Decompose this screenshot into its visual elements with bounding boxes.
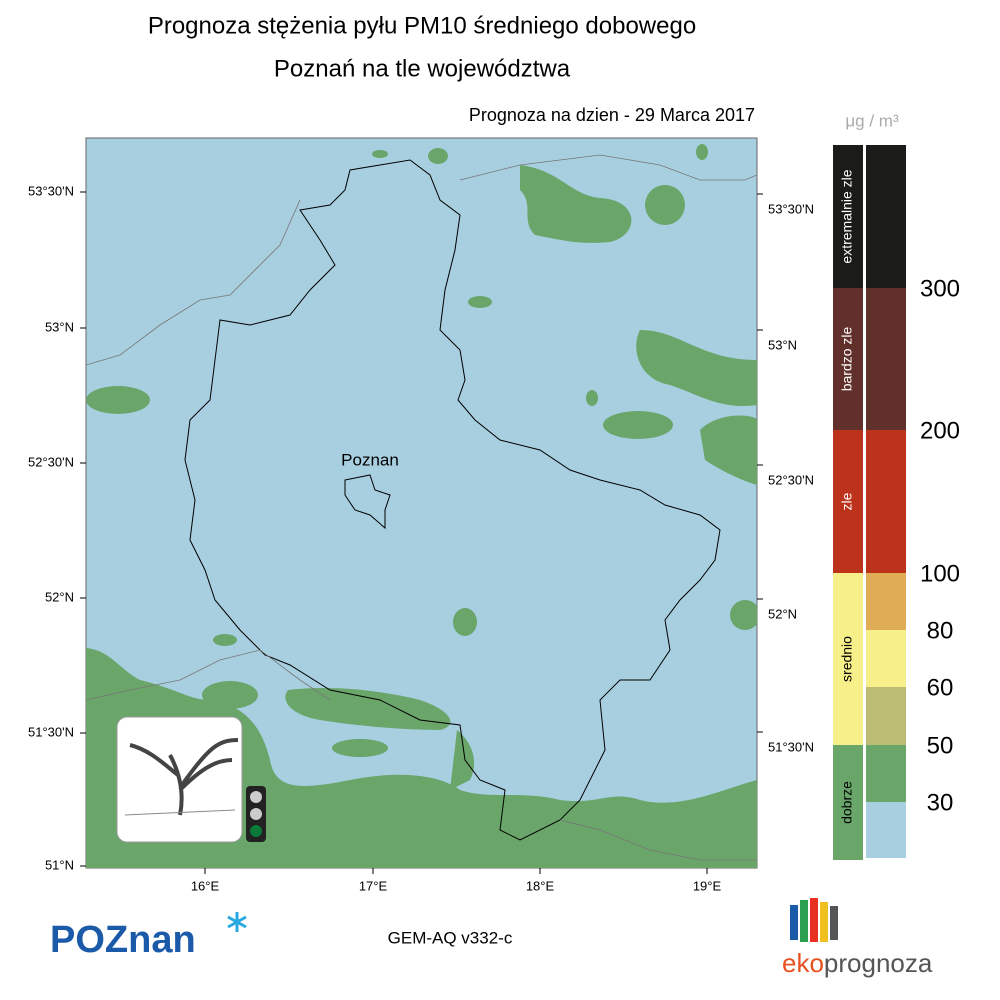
legend-category [833, 430, 863, 573]
legend-band [866, 288, 906, 430]
lat-label: 53°30'N [768, 201, 814, 216]
legend-category-label: bardzo zle [839, 326, 855, 391]
legend-category [833, 145, 863, 288]
legend-band [866, 687, 906, 745]
lon-label: 19°E [693, 878, 722, 893]
lat-label: 52°30'N [28, 454, 74, 469]
legend-band [866, 430, 906, 573]
coordinate-labels: 53°30'N 53°N 52°30'N 52°N 51°30'N 51°N 53°30'N… [28, 183, 814, 893]
lat-label: 51°N [45, 857, 74, 872]
logo-poznan: POZnan [50, 919, 196, 961]
lat-label: 53°30'N [28, 183, 74, 198]
legend-level: 100 [920, 560, 960, 587]
lon-label: 16°E [191, 878, 220, 893]
legend-level: 30 [927, 789, 954, 816]
legend-band [866, 573, 906, 630]
lat-label: 53°N [45, 319, 74, 334]
lon-label: 17°E [359, 878, 388, 893]
legend-level: 50 [927, 732, 954, 759]
legend-level: 80 [927, 617, 954, 644]
legend-level: 200 [920, 417, 960, 444]
region-border [184, 159, 721, 841]
legend: μg / m³ extremalnie zle bardzo zle zle sred… [833, 111, 960, 860]
lat-label: 53°N [768, 337, 797, 352]
map: Poznan [85, 137, 758, 869]
legend-category [833, 573, 863, 745]
lat-label: 51°30'N [768, 739, 814, 754]
legend-category-label: zle [839, 492, 855, 510]
subtitle: Poznań na tle województwa [274, 55, 571, 82]
eko-logo-bars [790, 898, 838, 942]
logo-eko: ekoprognoza [782, 948, 933, 978]
legend-level: 300 [920, 275, 960, 302]
legend-band [866, 630, 906, 687]
legend-band [866, 802, 906, 858]
legend-level: 60 [927, 674, 954, 701]
legend-category-label: extremalnie zle [839, 169, 855, 263]
date-line: Prognoza na dzien - 29 Marca 2017 [469, 105, 755, 125]
legend-band [866, 745, 906, 802]
legend-category-label: dobrze [839, 781, 855, 824]
lat-label: 51°30'N [28, 724, 74, 739]
lat-label: 52°N [768, 606, 797, 621]
logo-eko-a: eko [782, 948, 824, 978]
legend-category [833, 745, 863, 860]
city-label: Poznan [341, 450, 399, 469]
logo-eko-b: prognoza [824, 948, 933, 978]
lon-label: 18°E [526, 878, 555, 893]
lat-label: 52°30'N [768, 472, 814, 487]
lat-label: 52°N [45, 589, 74, 604]
legend-band [866, 145, 906, 288]
legend-unit: μg / m³ [845, 111, 899, 130]
legend-category-label: srednio [839, 636, 855, 682]
model-label: GEM-AQ v332-c [388, 928, 513, 947]
country-borders [86, 154, 757, 861]
title: Prognoza stężenia pyłu PM10 średniego do… [148, 12, 696, 39]
legend-category [833, 288, 863, 430]
